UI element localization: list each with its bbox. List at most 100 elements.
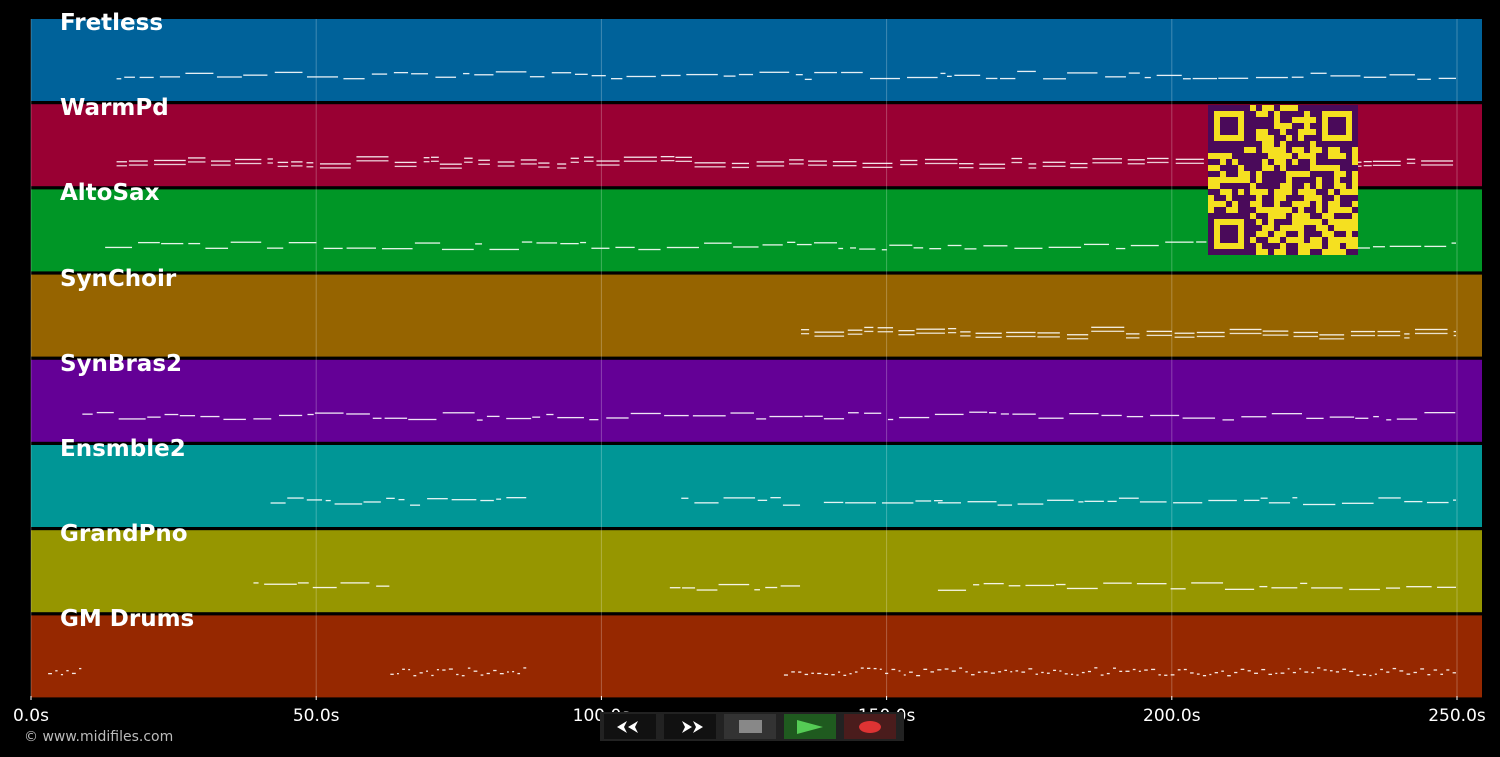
note [1066, 334, 1089, 336]
note [235, 162, 262, 165]
note [1010, 671, 1013, 673]
note [287, 497, 304, 499]
note [1453, 499, 1456, 501]
note [1396, 418, 1418, 420]
track-lane[interactable] [31, 615, 1482, 698]
note [864, 412, 882, 414]
note [1372, 246, 1385, 248]
note [947, 244, 962, 247]
note [205, 247, 229, 249]
note [1293, 335, 1318, 338]
note [964, 248, 977, 250]
note [1350, 330, 1376, 333]
note [870, 77, 900, 80]
rewind-button[interactable] [604, 714, 656, 739]
note [1170, 588, 1186, 590]
fast-forward-button[interactable] [664, 714, 716, 739]
note [937, 669, 942, 671]
note [924, 158, 958, 161]
track-notes [270, 497, 1456, 506]
note [1421, 164, 1454, 166]
note [881, 249, 887, 251]
note [71, 672, 76, 675]
note [1006, 331, 1036, 334]
note [1259, 585, 1268, 588]
note [801, 333, 810, 335]
note [759, 71, 790, 73]
note [253, 418, 272, 420]
note [448, 668, 453, 670]
note [1254, 672, 1258, 674]
note [811, 672, 814, 674]
note [1101, 414, 1122, 417]
note [230, 241, 262, 243]
note [1084, 243, 1110, 246]
note [583, 160, 594, 162]
track-lane[interactable] [31, 19, 1482, 101]
note [899, 416, 930, 419]
note [1329, 670, 1333, 672]
note [1372, 164, 1401, 166]
note [1373, 415, 1379, 418]
note [312, 586, 337, 589]
note [718, 583, 750, 586]
note [823, 418, 845, 420]
note [1229, 328, 1262, 331]
note [436, 669, 439, 671]
note [164, 413, 179, 416]
note [1055, 583, 1066, 586]
note [969, 411, 988, 413]
track-lane[interactable] [31, 530, 1482, 613]
note [154, 163, 186, 166]
note [937, 589, 967, 591]
note [959, 167, 974, 169]
note [937, 502, 961, 504]
note [1190, 672, 1194, 674]
note [346, 247, 377, 249]
note [1182, 78, 1191, 80]
stop-button[interactable] [724, 714, 776, 739]
note [756, 161, 785, 163]
track-lane[interactable] [31, 445, 1482, 527]
note [770, 497, 781, 499]
note [1170, 674, 1175, 676]
note [1304, 671, 1309, 673]
note [397, 673, 399, 675]
note [386, 497, 395, 499]
note [1355, 417, 1369, 419]
note [1084, 500, 1104, 502]
track-lane[interactable] [31, 359, 1482, 442]
note [381, 248, 413, 250]
track-lane[interactable] [31, 274, 1482, 357]
track-notes [105, 241, 1456, 251]
note [881, 502, 914, 504]
note [591, 75, 606, 77]
note [267, 162, 273, 164]
note [1292, 671, 1296, 674]
note [1240, 668, 1245, 671]
note [1144, 76, 1151, 79]
note [1202, 674, 1207, 677]
note [862, 166, 893, 169]
note [1191, 582, 1224, 584]
record-button[interactable] [844, 714, 896, 739]
note [384, 417, 408, 419]
note [319, 163, 351, 165]
note [1268, 502, 1291, 504]
axis-tick-label: 200.0s [1143, 706, 1201, 726]
note [235, 158, 262, 161]
note [1227, 675, 1231, 677]
note [1221, 670, 1224, 672]
note [1174, 332, 1195, 334]
note [1146, 330, 1172, 333]
track-label: GrandPno [60, 521, 188, 548]
note [461, 675, 465, 677]
note [675, 156, 692, 158]
play-button[interactable] [784, 714, 836, 739]
note [116, 78, 122, 80]
note [512, 670, 515, 673]
note [898, 670, 901, 672]
note [606, 417, 629, 419]
note [1012, 413, 1036, 415]
track-label: AltoSax [60, 180, 160, 207]
